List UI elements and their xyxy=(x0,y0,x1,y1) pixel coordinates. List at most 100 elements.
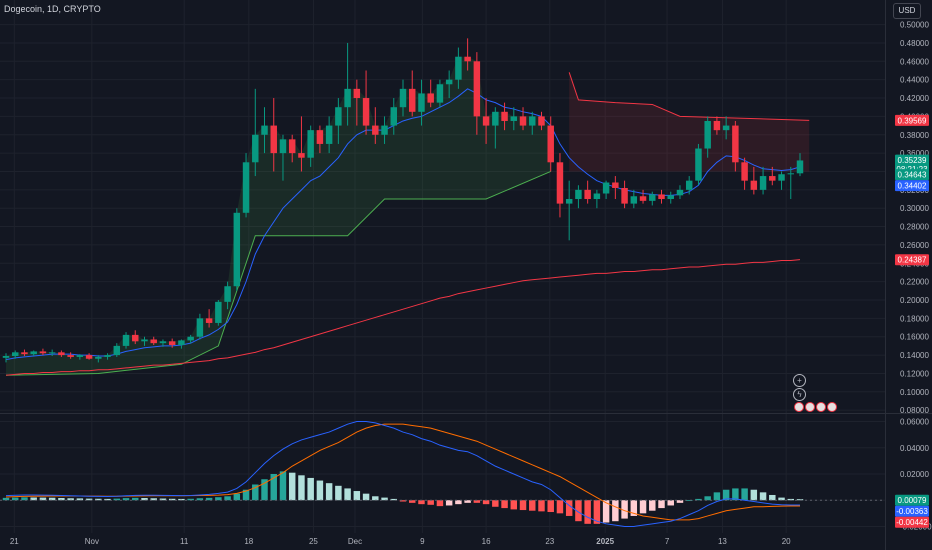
macd-histogram-bar xyxy=(76,498,84,501)
macd-histogram-bar xyxy=(132,497,139,501)
candle-body xyxy=(2,356,10,358)
candle-body xyxy=(48,352,56,354)
candle-body xyxy=(141,339,148,342)
macd-histogram-bar xyxy=(584,500,591,524)
candle-body xyxy=(279,139,287,154)
candle-body xyxy=(270,125,277,154)
x-tick-label: 9 xyxy=(420,537,425,546)
macd-histogram-bar xyxy=(298,475,305,501)
macd-histogram-bar xyxy=(750,489,758,501)
candle-body xyxy=(242,162,250,213)
candle-body xyxy=(252,134,259,163)
macd-histogram-bar xyxy=(21,497,28,501)
macd-histogram-bar xyxy=(325,483,333,501)
macd-y-tick-label: 0.04000 xyxy=(900,444,929,453)
macd-histogram-bar xyxy=(122,498,130,501)
support-band-line xyxy=(5,171,551,376)
price-label-bg xyxy=(895,180,929,192)
candle-body xyxy=(695,148,702,181)
macd-histogram-bar xyxy=(353,491,361,501)
reaction-icon[interactable] xyxy=(794,402,804,412)
macd-histogram-bar xyxy=(187,498,194,501)
candle-body xyxy=(399,88,407,108)
candle-body xyxy=(510,116,518,121)
candle-body xyxy=(464,56,471,62)
reaction-icon[interactable] xyxy=(816,402,826,412)
macd-value-label-bg xyxy=(895,516,929,528)
macd-histogram-bar xyxy=(482,500,490,505)
candle-body xyxy=(455,56,462,80)
macd-histogram-bar xyxy=(39,497,47,501)
x-tick-label: 20 xyxy=(782,537,791,546)
macd-value-label: -0.00442 xyxy=(896,518,928,527)
y-tick-label: 0.50000 xyxy=(900,21,929,30)
macd-histogram-bar xyxy=(224,496,231,501)
x-tick-label: Nov xyxy=(85,537,99,546)
candle-body xyxy=(565,199,573,204)
candle-body xyxy=(436,84,444,103)
macd-histogram-bar xyxy=(270,474,277,501)
macd-histogram-bar xyxy=(344,488,351,501)
candle-body xyxy=(575,189,582,200)
candle-body xyxy=(602,182,610,194)
macd-histogram-bar xyxy=(215,497,222,501)
macd-histogram-bar xyxy=(473,500,481,503)
macd-histogram-bar xyxy=(602,500,610,523)
macd-histogram-bar xyxy=(713,492,721,501)
plus-circle-icon[interactable]: + xyxy=(793,374,806,387)
y-tick-label: 0.14000 xyxy=(900,351,929,360)
candle-body xyxy=(85,355,93,359)
x-tick-label: 7 xyxy=(665,537,670,546)
candle-body xyxy=(649,194,656,201)
price-label: 0.34643 xyxy=(898,171,927,180)
candle-body xyxy=(21,352,28,355)
macd-histogram-bar xyxy=(796,499,804,501)
macd-histogram-bar xyxy=(741,488,748,501)
macd-histogram-bar xyxy=(445,500,453,506)
price-label-bg xyxy=(895,254,929,266)
candle-body xyxy=(67,355,74,357)
macd-histogram-bar xyxy=(667,500,674,506)
macd-histogram-bar xyxy=(399,500,407,502)
candle-body xyxy=(104,355,111,357)
candle-body xyxy=(741,162,748,181)
ma-fast-line xyxy=(5,88,801,361)
lightning-icon[interactable]: ϟ xyxy=(793,388,806,401)
candle-body xyxy=(685,180,693,190)
candle-body xyxy=(224,286,231,302)
macd-histogram-bar xyxy=(233,493,241,501)
y-tick-label: 0.22000 xyxy=(900,278,929,287)
candle-body xyxy=(187,336,194,341)
candle-body xyxy=(667,195,674,200)
macd-histogram-bar xyxy=(159,498,167,501)
macd-y-tick-label: 0.02000 xyxy=(900,470,929,479)
y-tick-label: 0.48000 xyxy=(900,39,929,48)
candle-body xyxy=(12,352,19,356)
macd-histogram-bar xyxy=(95,498,102,501)
candle-body xyxy=(39,351,47,354)
candle-body xyxy=(492,111,499,126)
macd-histogram-bar xyxy=(676,500,684,503)
chart-title: Dogecoin, 1D, CRYPTO xyxy=(4,4,101,14)
ma-slow-line xyxy=(5,259,801,376)
reaction-icon[interactable] xyxy=(827,402,837,412)
macd-histogram-bar xyxy=(252,484,259,501)
macd-histogram-bar xyxy=(455,500,462,505)
macd-value-label: -0.00363 xyxy=(896,507,928,516)
candle-body xyxy=(233,212,241,287)
macd-histogram-bar xyxy=(58,497,65,501)
macd-histogram-bar xyxy=(196,498,204,501)
candle-body xyxy=(335,107,342,126)
macd-histogram-bar xyxy=(30,497,37,501)
x-tick-label: 11 xyxy=(180,537,189,546)
macd-y-tick-label: 0.06000 xyxy=(900,418,929,427)
reaction-icon[interactable] xyxy=(805,402,815,412)
currency-selector-button[interactable]: USD xyxy=(893,3,921,19)
macd-histogram-bar xyxy=(141,497,148,501)
candle-body xyxy=(759,176,767,190)
candle-body xyxy=(159,341,167,344)
candle-body xyxy=(704,120,711,149)
emoji-reactions-icon[interactable] xyxy=(794,402,837,412)
candle-body xyxy=(547,125,554,163)
